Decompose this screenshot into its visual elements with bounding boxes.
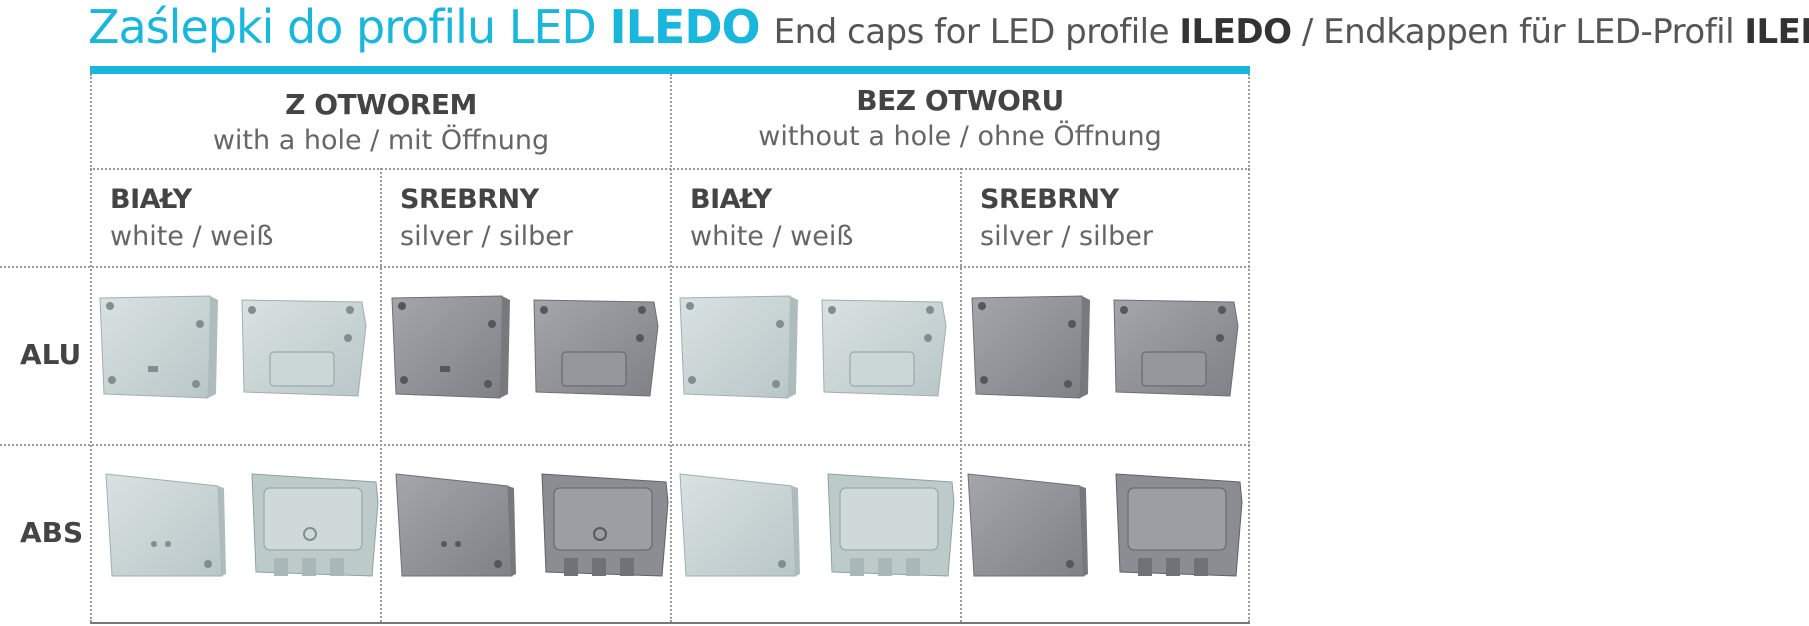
column-header-silver: SREBRNY silver / silber bbox=[980, 184, 1153, 252]
title-translations: End caps for LED profile ILEDO / Endkapp… bbox=[773, 12, 1809, 52]
group-subtitle: without a hole / ohne Öffnung bbox=[758, 121, 1162, 152]
end-cap-image bbox=[241, 299, 367, 397]
end-cap-image bbox=[967, 473, 1088, 577]
row-label-alu: ALU bbox=[20, 338, 82, 371]
end-cap-image bbox=[971, 295, 1090, 399]
end-cap-image bbox=[679, 473, 800, 577]
end-cap-image bbox=[827, 473, 955, 577]
column-title: BIAŁY bbox=[110, 184, 192, 215]
column-title: BIAŁY bbox=[690, 184, 772, 215]
end-cap-image bbox=[1113, 299, 1239, 397]
grid-line bbox=[0, 266, 1250, 268]
column-title: SREBRNY bbox=[980, 184, 1119, 215]
end-cap-image bbox=[821, 299, 947, 397]
end-cap-image bbox=[99, 295, 218, 399]
group-header-without-hole: BEZ OTWORU without a hole / ohne Öffnung bbox=[672, 84, 1248, 152]
column-subtitle: white / weiß bbox=[110, 221, 274, 252]
end-cap-image bbox=[679, 295, 798, 399]
column-subtitle: silver / silber bbox=[400, 221, 573, 252]
end-cap-image bbox=[395, 473, 516, 577]
column-subtitle: white / weiß bbox=[690, 221, 854, 252]
grid-line bbox=[960, 168, 962, 622]
group-header-with-hole: Z OTWOREM with a hole / mit Öffnung bbox=[92, 88, 670, 156]
end-cap-image bbox=[105, 473, 226, 577]
column-subtitle: silver / silber bbox=[980, 221, 1153, 252]
column-header-white: BIAŁY white / weiß bbox=[110, 184, 273, 252]
column-title: SREBRNY bbox=[400, 184, 539, 215]
column-header-white: BIAŁY white / weiß bbox=[690, 184, 853, 252]
group-subtitle: with a hole / mit Öffnung bbox=[212, 125, 550, 156]
group-title: BEZ OTWORU bbox=[856, 84, 1064, 117]
accent-bar bbox=[90, 66, 1250, 74]
grid-line bbox=[90, 74, 92, 622]
grid-line bbox=[670, 74, 672, 622]
group-title: Z OTWOREM bbox=[285, 88, 477, 121]
end-cap-image bbox=[1115, 473, 1243, 577]
grid-line bbox=[1248, 74, 1250, 622]
grid-line bbox=[380, 168, 382, 622]
end-cap-image bbox=[533, 299, 659, 397]
column-header-silver: SREBRNY silver / silber bbox=[400, 184, 573, 252]
table-bottom-rule bbox=[90, 622, 1250, 624]
row-label-abs: ABS bbox=[20, 516, 84, 549]
title-polish: Zaślepki do profilu LED ILEDO bbox=[88, 0, 761, 54]
end-cap-image bbox=[541, 473, 669, 577]
grid-line bbox=[0, 444, 1250, 446]
page-title: Zaślepki do profilu LED ILEDO End caps f… bbox=[88, 0, 1809, 60]
end-cap-image bbox=[251, 473, 379, 577]
end-cap-image bbox=[391, 295, 510, 399]
